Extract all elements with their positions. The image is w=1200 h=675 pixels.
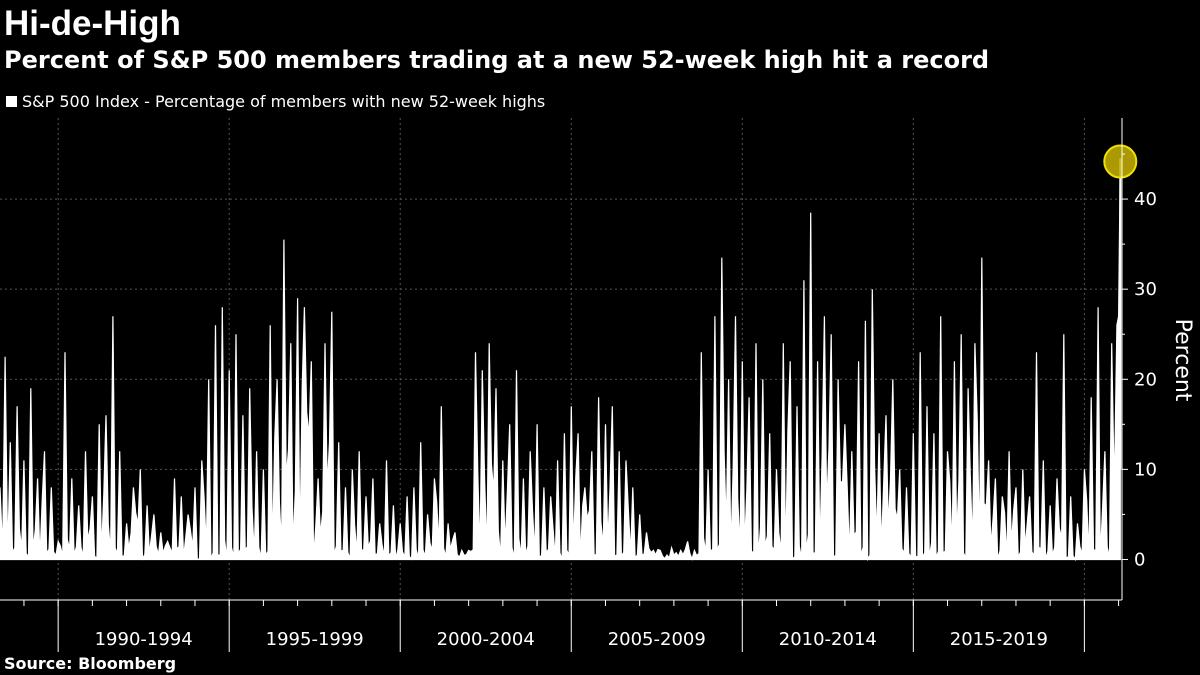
y-tick-label: 10 — [1134, 459, 1157, 480]
x-tick-label: 2005-2009 — [608, 629, 706, 650]
y-tick-label: 40 — [1134, 189, 1157, 210]
x-tick-label: 2000-2004 — [437, 629, 535, 650]
x-tick-label: 2010-2014 — [779, 629, 877, 650]
chart-subtitle: Percent of S&P 500 members trading at a … — [4, 46, 990, 74]
record-highlight-circle — [1103, 144, 1138, 179]
y-tick-label: 0 — [1134, 549, 1145, 570]
y-axis-title: Percent — [1170, 319, 1195, 402]
chart-title: Hi-de-High — [4, 4, 181, 43]
source-note: Source: Bloomberg — [4, 654, 177, 673]
x-tick-label: 1990-1994 — [95, 629, 193, 650]
legend-swatch — [6, 95, 17, 107]
y-tick-label: 20 — [1134, 369, 1157, 390]
y-tick-label: 30 — [1134, 279, 1157, 300]
legend: S&P 500 Index - Percentage of members wi… — [6, 90, 545, 112]
legend-label: S&P 500 Index - Percentage of members wi… — [22, 91, 546, 111]
series-area — [0, 158, 1121, 562]
x-tick-label: 2015-2019 — [950, 629, 1048, 650]
x-tick-label: 1995-1999 — [266, 629, 364, 650]
